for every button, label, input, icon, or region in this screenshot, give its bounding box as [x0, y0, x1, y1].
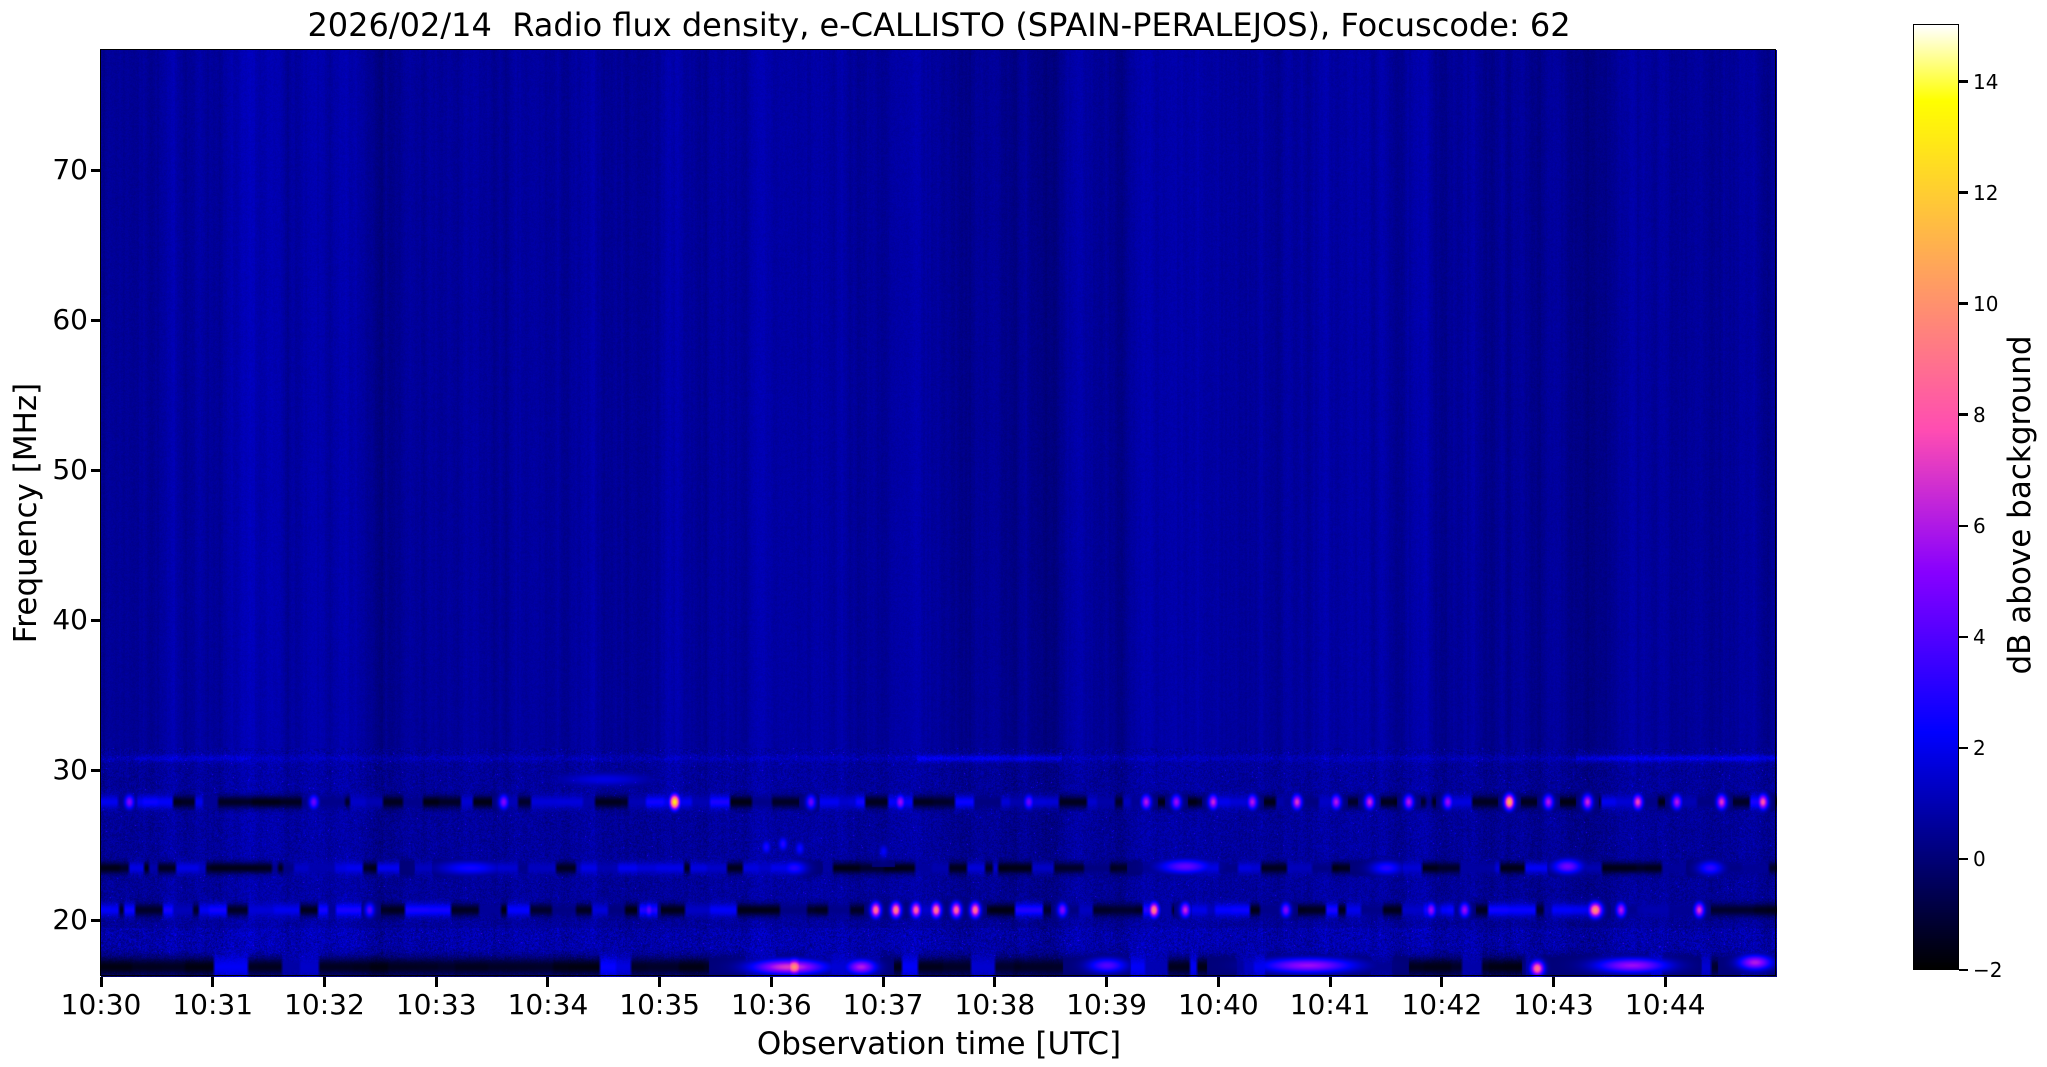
x-tick-label: 10:40	[1177, 988, 1259, 1021]
x-tick-mark	[1440, 977, 1444, 987]
colorbar-tick-label: 12	[1973, 180, 1999, 205]
chart-title: 2026/02/14 Radio flux density, e-CALLIST…	[307, 6, 1571, 44]
x-tick-label: 10:36	[731, 988, 812, 1021]
x-tick-mark	[1105, 977, 1109, 987]
x-tick-mark	[1663, 977, 1667, 987]
x-tick-mark	[881, 977, 885, 987]
colorbar-tick-mark	[1959, 413, 1968, 416]
x-tick-mark	[322, 977, 326, 987]
x-tick-label: 10:34	[507, 988, 589, 1021]
x-tick-mark	[546, 977, 550, 987]
y-tick-mark	[91, 768, 101, 772]
colorbar-tick-mark	[1959, 968, 1968, 972]
x-tick-mark	[99, 977, 103, 987]
colorbar-tick-mark	[1959, 524, 1968, 527]
y-axis-label: Frequency [MHz]	[8, 382, 44, 644]
x-tick-label: 10:33	[395, 988, 477, 1021]
colorbar-tick-mark	[1959, 635, 1968, 639]
colorbar-tick-label: 10	[1973, 291, 1999, 316]
y-tick-label: 40	[52, 603, 88, 636]
x-axis-label: Observation time [UTC]	[756, 1026, 1122, 1062]
x-tick-mark	[211, 977, 215, 987]
colorbar	[1913, 24, 1959, 970]
x-tick-label: 10:32	[284, 988, 365, 1021]
colorbar-tick-label: 14	[1973, 69, 1999, 94]
x-tick-label: 10:44	[1624, 988, 1706, 1021]
x-tick-label: 10:41	[1289, 988, 1371, 1021]
x-tick-mark	[1216, 977, 1220, 987]
y-tick-label: 60	[52, 303, 88, 336]
x-tick-mark	[658, 977, 662, 987]
y-tick-label: 30	[52, 753, 88, 786]
y-tick-label: 20	[52, 903, 88, 936]
x-tick-label: 10:35	[619, 988, 700, 1021]
y-tick-mark	[91, 918, 101, 922]
y-tick-mark	[91, 168, 101, 172]
x-tick-mark	[769, 977, 773, 987]
x-tick-label: 10:43	[1513, 988, 1594, 1021]
x-tick-mark	[993, 977, 997, 987]
y-tick-label: 50	[52, 453, 88, 486]
colorbar-tick-mark	[1959, 191, 1968, 194]
x-tick-label: 10:30	[60, 988, 142, 1021]
y-tick-mark	[91, 468, 101, 472]
colorbar-tick-label: 2	[1973, 735, 1986, 760]
colorbar-tick-label: 8	[1973, 402, 1986, 427]
colorbar-tick-label: 0	[1973, 846, 1986, 871]
x-tick-label: 10:39	[1066, 988, 1147, 1021]
x-tick-mark	[1328, 977, 1332, 987]
colorbar-tick-mark	[1959, 80, 1968, 83]
spectrogram-heatmap	[101, 50, 1777, 977]
colorbar-tick-label: −2	[1973, 958, 2003, 982]
colorbar-label: dB above background	[2002, 335, 2038, 675]
y-tick-mark	[91, 618, 101, 622]
y-tick-mark	[91, 318, 101, 322]
x-tick-label: 10:37	[842, 988, 924, 1021]
x-tick-mark	[434, 977, 438, 987]
colorbar-gradient	[1914, 25, 1958, 969]
colorbar-tick-label: 4	[1973, 624, 1986, 649]
y-tick-label: 70	[52, 153, 88, 186]
x-tick-label: 10:42	[1401, 988, 1483, 1021]
x-tick-label: 10:31	[172, 988, 254, 1021]
colorbar-tick-mark	[1959, 857, 1968, 861]
x-tick-label: 10:38	[954, 988, 1036, 1021]
colorbar-tick-mark	[1959, 746, 1968, 750]
colorbar-tick-mark	[1959, 302, 1968, 305]
x-tick-mark	[1552, 977, 1556, 987]
colorbar-tick-label: 6	[1973, 513, 1986, 538]
